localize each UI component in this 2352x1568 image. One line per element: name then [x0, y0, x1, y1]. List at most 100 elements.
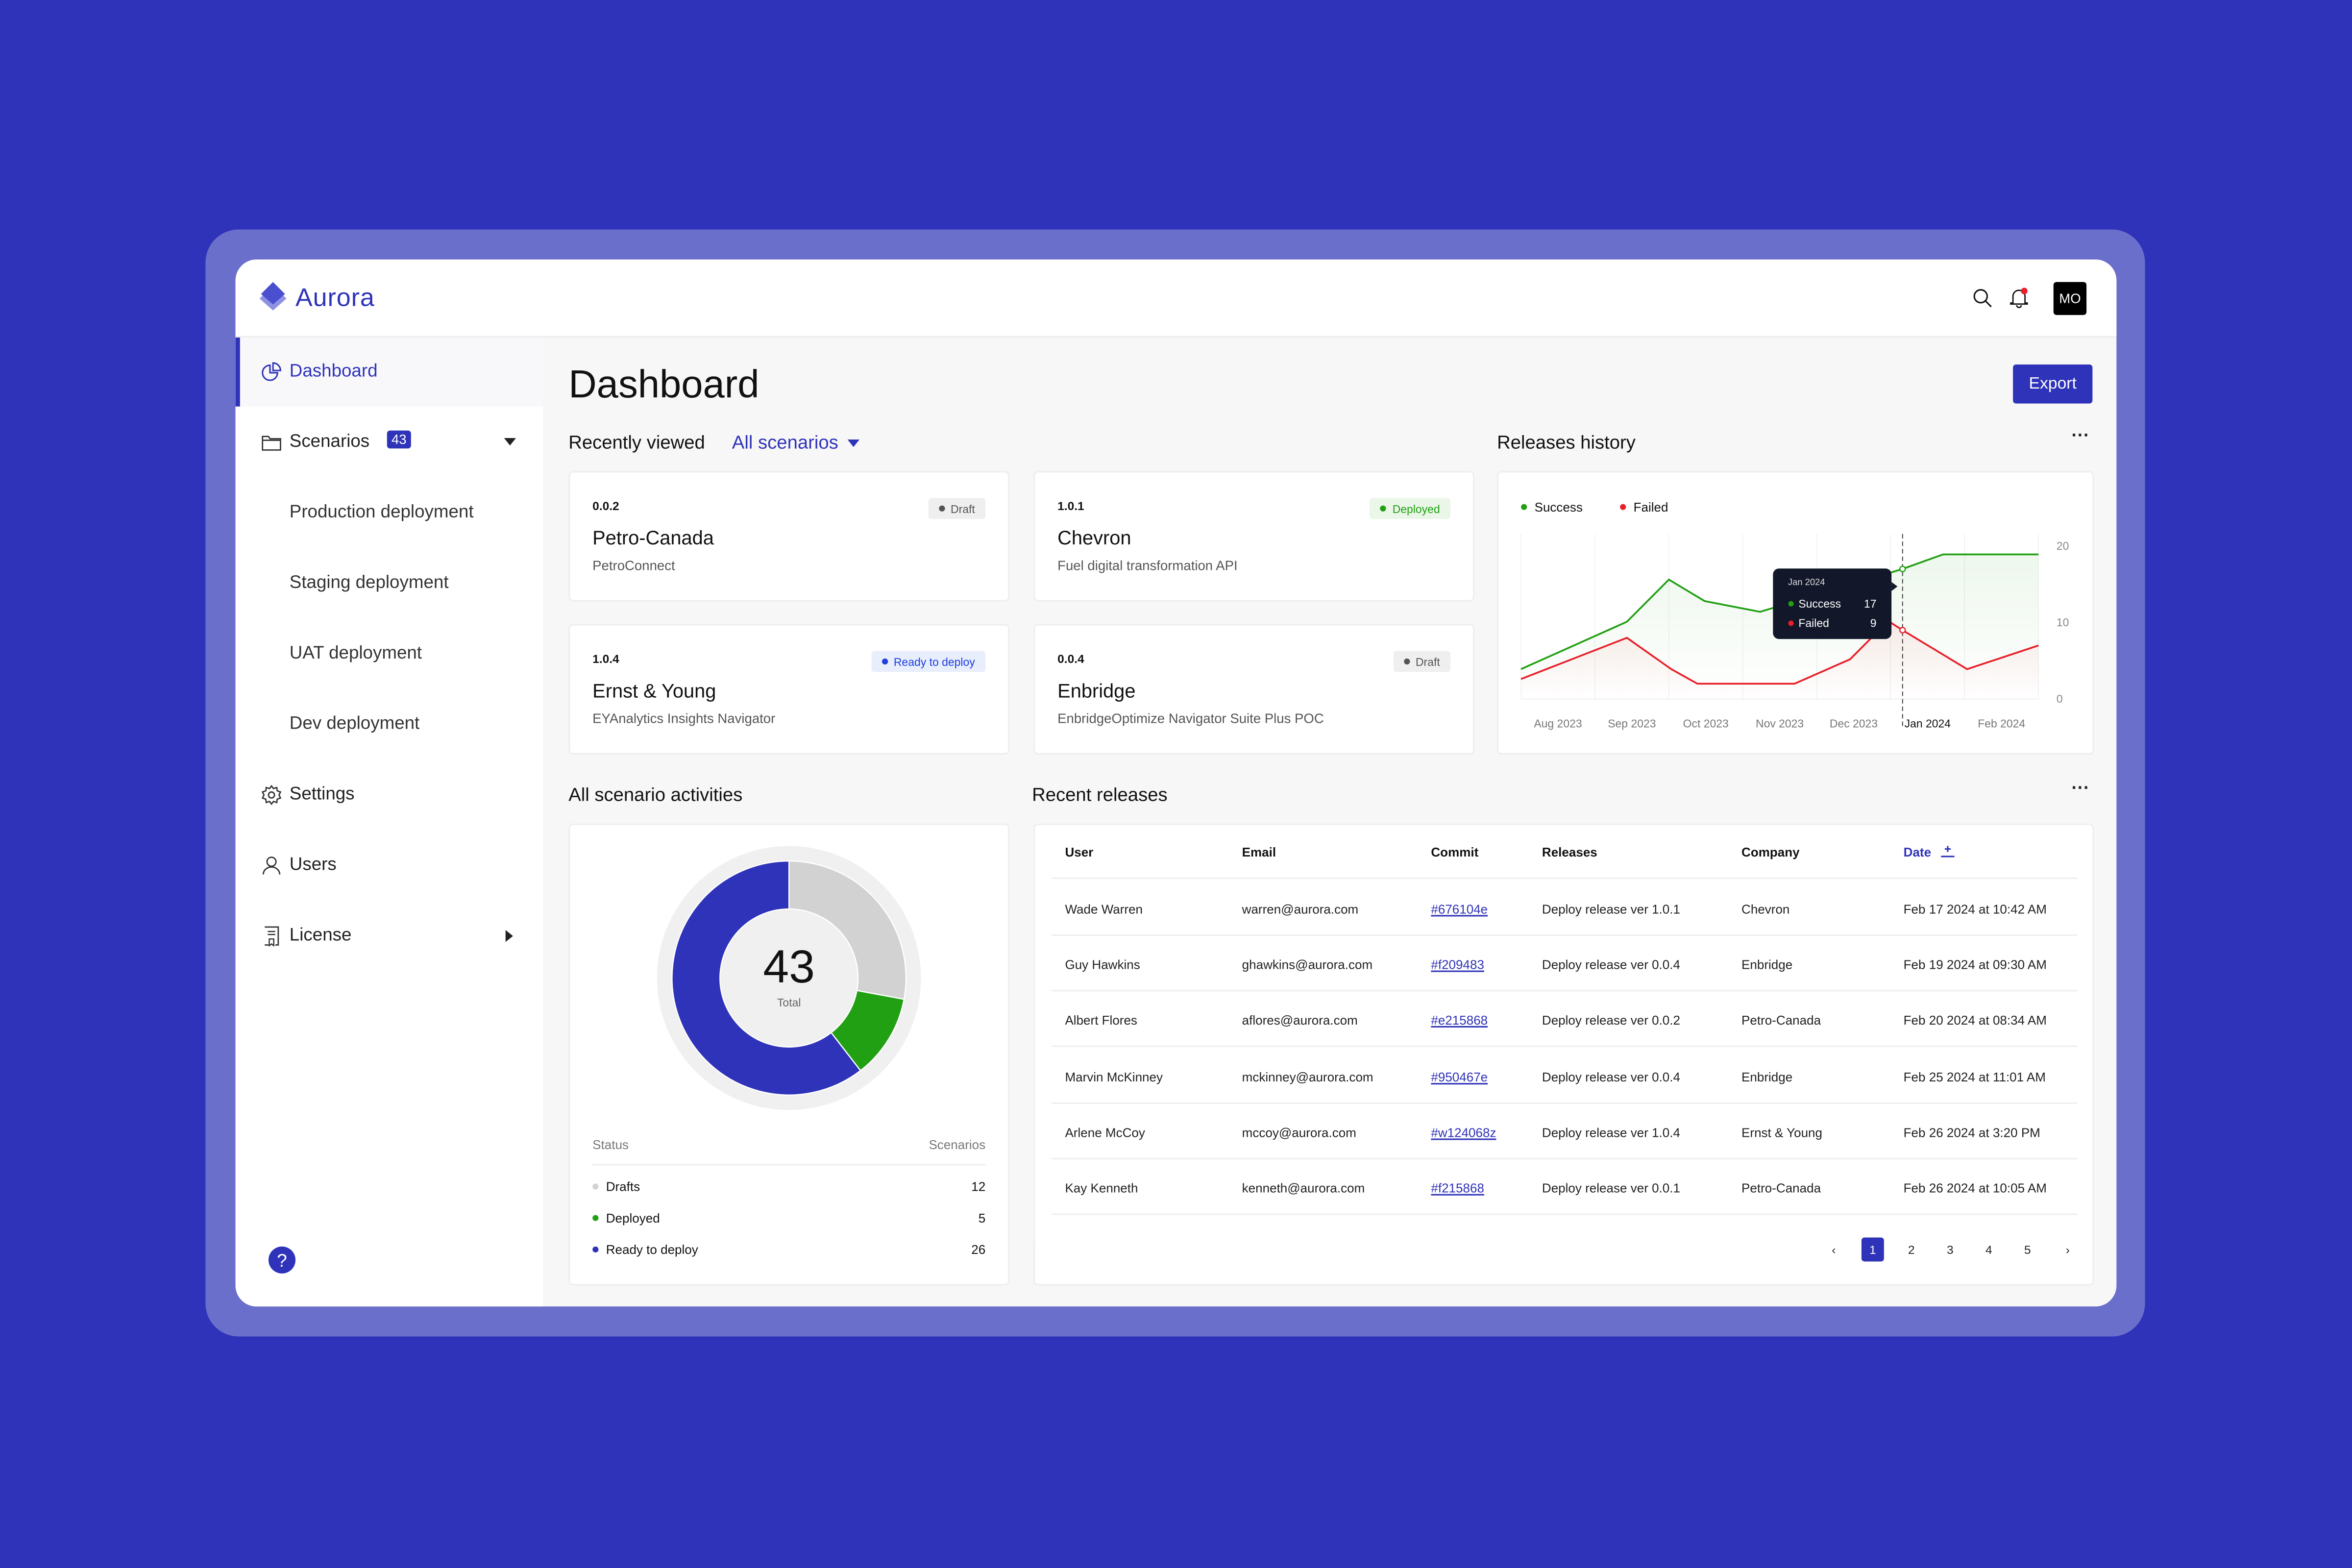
page-title: Dashboard: [568, 361, 760, 407]
tooltip-failed-value: 9: [1870, 617, 1877, 630]
commit-link[interactable]: #w124068z: [1431, 1125, 1496, 1140]
bell-icon[interactable]: [2009, 287, 2030, 309]
releases-history-more-icon[interactable]: ···: [2071, 424, 2090, 446]
status-dot: [1380, 505, 1387, 512]
sidebar-item-users[interactable]: Users: [236, 831, 543, 900]
status-label: Ready to deploy: [893, 655, 975, 668]
y-tick-label: 0: [2057, 692, 2063, 705]
help-icon[interactable]: ?: [268, 1246, 296, 1274]
table-row[interactable]: Kay Kenneth kenneth@aurora.com #f215868 Dep…: [1035, 1158, 2092, 1213]
scenario-subtitle: Fuel digital transformation API: [1057, 558, 1238, 573]
sidebar-item-label: Dev deployment: [289, 712, 420, 734]
row-divider: [1051, 1213, 2078, 1215]
chevron-down-icon[interactable]: [504, 438, 516, 446]
column-header-date[interactable]: Date: [1904, 844, 1956, 859]
sort-icon[interactable]: [1941, 846, 1956, 858]
column-header-user[interactable]: User: [1065, 844, 1093, 859]
x-tick-label: Feb 2024: [1978, 717, 2025, 730]
sidebar-item-production-deployment[interactable]: Production deployment: [236, 479, 543, 548]
x-tick-label: Oct 2023: [1683, 717, 1729, 730]
column-header-commit[interactable]: Commit: [1431, 844, 1478, 859]
series-line-failed[interactable]: [1520, 619, 2039, 685]
scenario-card[interactable]: 0.0.4 Enbridge EnbridgeOptimize Navigator …: [1033, 624, 1475, 755]
table-cell-user: Kay Kenneth: [1065, 1180, 1138, 1196]
table-cell-user: Wade Warren: [1065, 901, 1143, 917]
column-header-email[interactable]: Email: [1242, 844, 1276, 859]
releases-history-chart: Aug 2023 Sep 2023 Oct 2023 Nov 2023 Dec 2023…: [1520, 500, 2069, 730]
commit-link[interactable]: #676104e: [1431, 901, 1488, 917]
x-tick-label: Nov 2023: [1756, 717, 1804, 730]
y-tick-label: 20: [2057, 539, 2069, 552]
scenario-subtitle: PetroConnect: [592, 558, 675, 573]
status-badge: Ready to deploy: [871, 651, 986, 672]
column-header-label: Email: [1242, 844, 1276, 860]
status-name: Ready to deploy: [606, 1242, 698, 1257]
aurora-logo-icon: [259, 282, 287, 311]
sidebar-item-label: Scenarios: [289, 430, 370, 452]
sidebar-item-label: Users: [289, 853, 337, 875]
sidebar-item-settings[interactable]: Settings: [236, 760, 543, 830]
x-tick-label: Dec 2023: [1830, 717, 1878, 730]
scenario-card[interactable]: 0.0.2 Petro-Canada PetroConnect Draft: [568, 471, 1010, 602]
commit-link[interactable]: #f209483: [1431, 957, 1484, 973]
series-line-success[interactable]: [1520, 553, 2039, 670]
status-label: Deployed: [1392, 501, 1440, 515]
column-header-label: Releases: [1542, 844, 1597, 860]
page-button[interactable]: 4: [1985, 1243, 1992, 1256]
donut-slice-drafts[interactable]: [788, 860, 907, 1000]
page-button[interactable]: 5: [2024, 1243, 2031, 1256]
scenario-card[interactable]: 1.0.1 Chevron Fuel digital transformation …: [1033, 471, 1475, 602]
legend-dot: [592, 1215, 599, 1221]
page-button[interactable]: 3: [1947, 1243, 1954, 1256]
column-header-label: Commit: [1431, 844, 1479, 860]
table-cell-date: Feb 25 2024 at 11:01 AM: [1903, 1069, 2046, 1084]
table-cell-company: Chevron: [1741, 901, 1790, 917]
table-cell-user: Albert Flores: [1065, 1013, 1137, 1029]
sidebar-item-dashboard[interactable]: Dashboard: [235, 337, 543, 407]
column-header-company[interactable]: Company: [1741, 844, 1800, 859]
sidebar-item-license[interactable]: License: [236, 902, 543, 971]
next-page-button[interactable]: ›: [2065, 1243, 2070, 1256]
divider: [592, 1164, 986, 1166]
table-cell-date: Feb 17 2024 at 10:42 AM: [1903, 901, 2047, 917]
table-row[interactable]: Albert Flores aflores@aurora.com #e215868 D…: [1035, 991, 2092, 1046]
table-row[interactable]: Marvin McKinney mckinney@aurora.com #95046…: [1035, 1046, 2092, 1102]
sidebar-item-scenarios[interactable]: Scenarios 43: [236, 408, 543, 477]
table-row[interactable]: Arlene McCoy mccoy@aurora.com #w124068z Dep…: [1035, 1102, 2092, 1157]
pie-chart-icon: [262, 362, 281, 381]
chart-tooltip: Jan 2024 Success 17 Failed 9: [1773, 568, 1898, 639]
table-cell-company: Petro-Canada: [1741, 1180, 1821, 1196]
page-button[interactable]: 1: [1861, 1237, 1884, 1262]
search-icon[interactable]: [1972, 288, 1993, 309]
table-row[interactable]: Wade Warren warren@aurora.com #676104e Depl…: [1035, 879, 2092, 934]
chevron-right-icon[interactable]: [505, 930, 513, 942]
prev-page-button[interactable]: ‹: [1832, 1243, 1836, 1256]
scenario-version: 1.0.1: [1057, 499, 1084, 513]
gear-icon: [261, 784, 282, 806]
column-header-releases[interactable]: Releases: [1542, 844, 1597, 859]
scenario-title: Enbridge: [1057, 679, 1136, 702]
commit-link[interactable]: #950467e: [1431, 1069, 1488, 1084]
commit-link[interactable]: #e215868: [1431, 1013, 1488, 1029]
recent-releases-more-icon[interactable]: ···: [2071, 777, 2090, 798]
sidebar-item-uat-deployment[interactable]: UAT deployment: [236, 619, 543, 688]
scenario-card[interactable]: 1.0.4 Ernst & Young EYAnalytics Insights N…: [568, 624, 1010, 755]
scenario-version: 1.0.4: [592, 652, 619, 666]
sidebar-item-dev-deployment[interactable]: Dev deployment: [236, 690, 543, 759]
scenario-version: 0.0.4: [1057, 652, 1084, 666]
export-button[interactable]: Export: [2013, 364, 2093, 404]
sidebar-item-staging-deployment[interactable]: Staging deployment: [236, 549, 543, 618]
scenario-filter-dropdown[interactable]: All scenarios: [732, 432, 859, 453]
commit-link[interactable]: #f215868: [1431, 1180, 1484, 1196]
donut-slice-ready-to-deploy[interactable]: [671, 860, 861, 1096]
sidebar-item-label: UAT deployment: [289, 642, 422, 663]
scenario-title: Chevron: [1057, 526, 1131, 549]
table-row[interactable]: Guy Hawkins ghawkins@aurora.com #f209483 De…: [1035, 935, 2092, 990]
avatar[interactable]: MO: [2053, 282, 2087, 315]
page-button[interactable]: 2: [1908, 1243, 1915, 1256]
status-badge: Draft: [928, 498, 986, 519]
table-cell-company: Enbridge: [1741, 957, 1793, 973]
releases-history-card: Aug 2023 Sep 2023 Oct 2023 Nov 2023 Dec 2023…: [1497, 471, 2094, 755]
donut-total: 43: [763, 940, 815, 993]
